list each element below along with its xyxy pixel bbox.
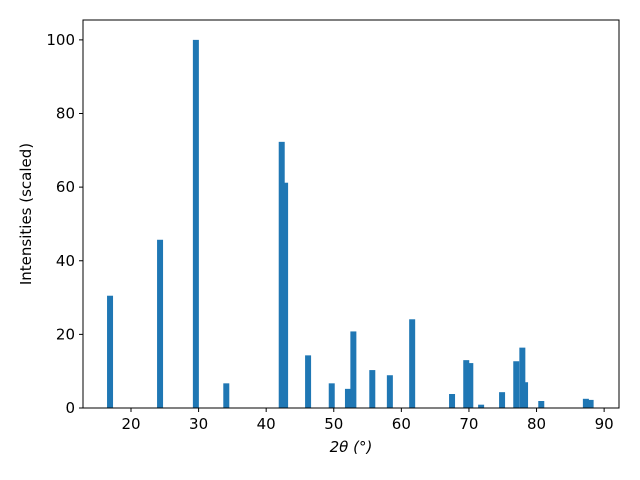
bar: [369, 370, 376, 408]
bar: [328, 383, 335, 408]
y-tick-label: 40: [56, 252, 75, 270]
bar: [538, 401, 545, 408]
bar: [409, 319, 416, 408]
bar: [519, 347, 526, 408]
bar: [278, 141, 285, 408]
y-tick-label: 100: [46, 31, 75, 49]
bar: [344, 388, 351, 408]
bar: [157, 239, 164, 408]
plot-frame: [82, 19, 620, 409]
bar: [282, 182, 289, 408]
bar: [467, 363, 474, 408]
y-tick-label: 60: [56, 178, 75, 196]
bar: [107, 295, 114, 408]
bar: [386, 375, 393, 408]
bar: [449, 394, 456, 408]
bar: [522, 382, 529, 408]
bar: [223, 383, 230, 408]
x-tick-label: 50: [324, 415, 343, 433]
bar: [463, 360, 470, 408]
x-axis-label: 2θ (°): [330, 438, 373, 456]
x-tick-label: 20: [121, 415, 140, 433]
y-tick-label: 0: [65, 399, 75, 417]
bar: [192, 39, 199, 408]
x-tick-label: 90: [595, 415, 614, 433]
bar: [305, 355, 312, 408]
y-tick-label: 80: [56, 105, 75, 123]
y-tick-label: 20: [56, 325, 75, 343]
bar: [350, 331, 357, 408]
bar: [582, 398, 589, 408]
bar: [478, 404, 485, 408]
y-axis-label: Intensities (scaled): [17, 143, 35, 285]
x-tick-label: 40: [257, 415, 276, 433]
bar: [513, 361, 520, 408]
x-tick-label: 60: [392, 415, 411, 433]
x-tick-label: 70: [459, 415, 478, 433]
x-tick-label: 30: [189, 415, 208, 433]
bar: [587, 399, 594, 408]
x-tick-label: 80: [527, 415, 546, 433]
bar: [499, 392, 506, 408]
